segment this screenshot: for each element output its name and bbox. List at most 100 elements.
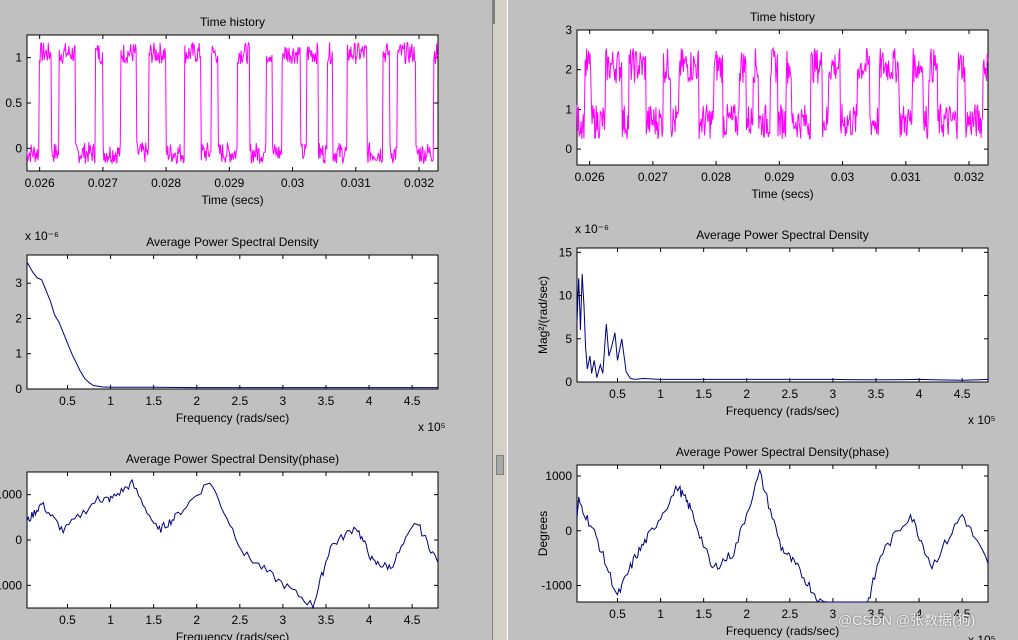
y-tick-label-5: 15	[559, 245, 573, 259]
y-tick-label-5: 5	[565, 332, 572, 346]
y-tick-label-1: 1	[15, 51, 22, 65]
plot-title-2: Average Power Spectral Density	[146, 235, 319, 249]
plot-area-4	[576, 29, 989, 166]
x-tick-label-6: 0.5	[609, 607, 626, 621]
x-tick-label-2: 2.5	[231, 394, 248, 408]
y-tick-label-3: 1000	[0, 488, 22, 502]
x-tick-label-2: 2	[193, 394, 200, 408]
x-tick-label-4: 0.032	[954, 170, 984, 184]
x-exponent-5: x 10⁵	[968, 413, 996, 427]
x-tick-label-4: 0.031	[891, 170, 921, 184]
y-tick-label-3: -1000	[0, 578, 22, 592]
plot-title-6: Average Power Spectral Density(phase)	[676, 445, 889, 459]
x-tick-label-1: 0.031	[341, 176, 371, 190]
window-divider[interactable]	[492, 0, 508, 640]
x-tick-label-1: 0.032	[404, 176, 434, 190]
x-tick-label-6: 3	[830, 607, 837, 621]
plot-title-3: Average Power Spectral Density(phase)	[126, 452, 339, 466]
x-tick-label-6: 1	[657, 607, 664, 621]
x-tick-label-5: 0.5	[609, 387, 626, 401]
x-tick-label-2: 1.5	[145, 394, 162, 408]
plot-title-4: Time history	[750, 10, 815, 24]
x-axis-label-5: Frequency (rads/sec)	[726, 404, 839, 418]
x-tick-label-3: 2	[193, 613, 200, 627]
y-tick-label-1: 0.5	[5, 96, 22, 110]
x-tick-label-1: 0.027	[88, 176, 118, 190]
x-tick-label-5: 4	[916, 387, 923, 401]
y-tick-label-1: 0	[15, 141, 22, 155]
x-axis-label-4: Time (secs)	[751, 187, 813, 201]
y-tick-label-5: 0	[565, 375, 572, 389]
x-tick-label-3: 4	[366, 613, 373, 627]
x-tick-label-1: 0.026	[25, 176, 55, 190]
y-tick-label-5: 10	[559, 289, 573, 303]
y-axis-label-5: Mag²/(rad/sec)	[536, 276, 550, 354]
x-exponent-2: x 10⁵	[418, 420, 446, 434]
plot-area-5	[576, 247, 989, 383]
x-tick-label-6: 1.5	[695, 607, 712, 621]
plot-title-5: Average Power Spectral Density	[696, 228, 869, 242]
x-tick-label-4: 0.027	[638, 170, 668, 184]
x-tick-label-1: 0.028	[151, 176, 181, 190]
x-tick-label-6: 2.5	[781, 607, 798, 621]
x-tick-label-5: 2.5	[781, 387, 798, 401]
x-exponent-6: x 10⁵	[968, 633, 996, 640]
x-tick-label-1: 0.029	[214, 176, 244, 190]
x-tick-label-6: 4.5	[954, 607, 971, 621]
y-axis-label-6: Degrees	[536, 511, 550, 556]
x-tick-label-3: 2.5	[231, 613, 248, 627]
series-line-5	[576, 273, 989, 381]
x-tick-label-4: 0.028	[701, 170, 731, 184]
x-tick-label-3: 1	[107, 613, 114, 627]
x-tick-label-2: 4	[366, 394, 373, 408]
x-tick-label-3: 3.5	[318, 613, 335, 627]
x-tick-label-5: 1.5	[695, 387, 712, 401]
x-axis-label-2: Frequency (rads/sec)	[176, 411, 289, 425]
y-tick-label-4: 3	[565, 23, 572, 37]
x-tick-label-2: 4.5	[404, 394, 421, 408]
x-tick-label-6: 3.5	[868, 607, 885, 621]
x-axis-label-1: Time (secs)	[201, 193, 263, 207]
x-tick-label-3: 0.5	[59, 613, 76, 627]
watermark: @CSDN @张数据(狗)	[838, 612, 976, 628]
y-tick-label-4: 0	[565, 142, 572, 156]
x-tick-label-5: 4.5	[954, 387, 971, 401]
x-tick-label-3: 1.5	[145, 613, 162, 627]
x-tick-label-2: 3	[280, 394, 287, 408]
y-tick-label-3: 0	[15, 533, 22, 547]
x-tick-label-2: 3.5	[318, 394, 335, 408]
divider-handle[interactable]	[496, 455, 504, 475]
y-exponent-2: x 10⁻⁶	[25, 229, 59, 243]
series-line-4	[576, 46, 989, 140]
plot-area-6	[576, 464, 989, 603]
y-tick-label-2: 0	[15, 382, 22, 396]
y-tick-label-4: 2	[565, 63, 572, 77]
x-tick-label-4: 0.03	[831, 170, 855, 184]
y-tick-label-6: 0	[565, 524, 572, 538]
y-tick-label-6: 1000	[545, 469, 572, 483]
y-tick-label-2: 2	[15, 311, 22, 325]
x-tick-label-6: 2	[743, 607, 750, 621]
x-tick-label-3: 4.5	[404, 613, 421, 627]
x-tick-label-1: 0.03	[281, 176, 305, 190]
x-tick-label-6: 4	[916, 607, 923, 621]
x-tick-label-5: 3	[830, 387, 837, 401]
y-tick-label-4: 1	[565, 102, 572, 116]
series-line-6	[576, 468, 989, 603]
x-tick-label-5: 2	[743, 387, 750, 401]
series-line-2	[26, 261, 438, 389]
y-tick-label-6: -1000	[541, 579, 572, 593]
x-tick-label-4: 0.029	[764, 170, 794, 184]
y-tick-label-2: 1	[15, 347, 22, 361]
series-line-1	[26, 41, 439, 165]
x-tick-label-5: 1	[657, 387, 664, 401]
x-axis-label-3: Frequency (rads/sec)	[176, 630, 289, 640]
plot-area-2	[26, 254, 439, 390]
x-tick-label-2: 0.5	[59, 394, 76, 408]
x-tick-label-5: 3.5	[868, 387, 885, 401]
x-tick-label-4: 0.026	[575, 170, 605, 184]
divider-edge	[493, 0, 495, 24]
x-tick-label-2: 1	[107, 394, 114, 408]
y-exponent-5: x 10⁻⁶	[575, 222, 609, 236]
